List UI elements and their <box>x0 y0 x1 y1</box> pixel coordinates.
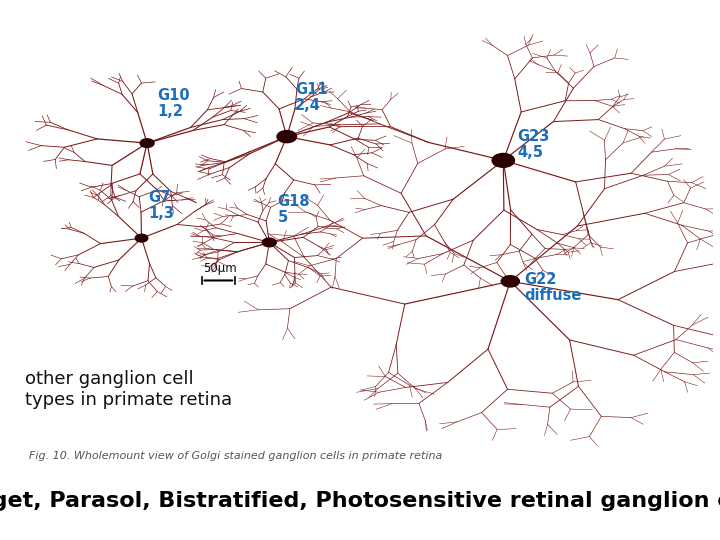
Text: G22
diffuse: G22 diffuse <box>524 272 582 303</box>
Circle shape <box>501 276 519 287</box>
Circle shape <box>140 139 154 147</box>
Text: Fig. 10. Wholemount view of Golgi stained ganglion cells in primate retina: Fig. 10. Wholemount view of Golgi staine… <box>29 451 442 461</box>
Text: G10
1,2: G10 1,2 <box>158 88 190 119</box>
Text: 50μm: 50μm <box>203 262 237 275</box>
Circle shape <box>492 153 515 167</box>
Text: G18
5: G18 5 <box>278 194 310 225</box>
Text: Midget, Parasol, Bistratified, Photosensitive retinal ganglion cells: Midget, Parasol, Bistratified, Photosens… <box>0 491 720 511</box>
Text: G11
2,4: G11 2,4 <box>295 82 328 113</box>
Circle shape <box>135 234 148 242</box>
Circle shape <box>262 238 276 247</box>
Circle shape <box>277 131 297 143</box>
Text: G7
1,3: G7 1,3 <box>148 190 174 221</box>
Text: G23
4,5: G23 4,5 <box>517 129 549 160</box>
Text: other ganglion cell
types in primate retina: other ganglion cell types in primate ret… <box>25 370 232 409</box>
